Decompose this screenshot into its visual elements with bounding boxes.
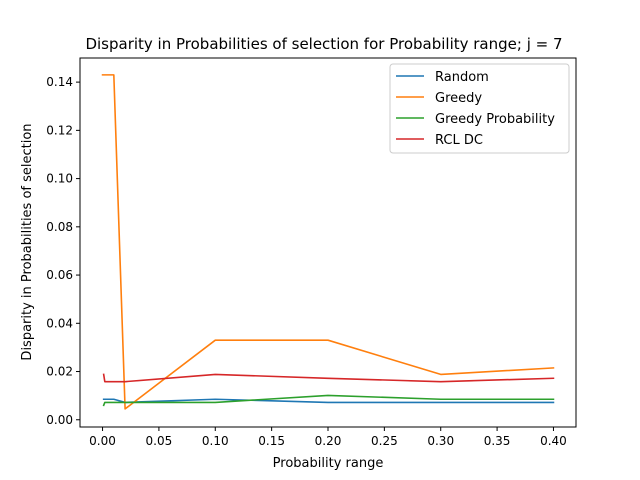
y-tick-label: 0.00 — [46, 413, 73, 427]
chart-title: Disparity in Probabilities of selection … — [85, 35, 562, 53]
series-line-random — [102, 398, 555, 404]
x-tick-label: 0.35 — [484, 434, 511, 448]
series-layer — [101, 74, 555, 410]
x-tick-label: 0.40 — [540, 434, 567, 448]
series-line-rcl-dc — [102, 373, 555, 383]
y-tick-label: 0.10 — [46, 172, 73, 186]
legend-label: Random — [435, 70, 489, 85]
x-tick-label: 0.15 — [258, 434, 285, 448]
y-tick-label: 0.12 — [46, 123, 73, 137]
x-tick-label: 0.00 — [89, 434, 116, 448]
y-tick-label: 0.08 — [46, 220, 73, 234]
legend: Random Greedy Greedy Probability RCL DC — [389, 63, 570, 154]
y-axis-ticks: 0.00 0.02 0.04 0.06 0.08 0.10 0.12 0.14 — [46, 75, 80, 427]
x-tick-label: 0.05 — [146, 434, 173, 448]
x-tick-label: 0.20 — [315, 434, 342, 448]
series-line-greedy-probability — [102, 394, 555, 407]
y-tick-label: 0.04 — [46, 316, 73, 330]
legend-label: Greedy Probability — [435, 112, 555, 127]
legend-label: Greedy — [435, 91, 482, 106]
x-tick-label: 0.10 — [202, 434, 229, 448]
x-axis-label: Probability range — [273, 456, 384, 471]
y-axis-label: Disparity in Probabilities of selection — [20, 123, 35, 360]
y-tick-label: 0.06 — [46, 268, 73, 282]
series-line-greedy — [101, 74, 555, 410]
x-axis-ticks: 0.00 0.05 0.10 0.15 0.20 0.25 0.30 0.35 0.40 — [89, 427, 567, 448]
x-tick-label: 0.25 — [371, 434, 398, 448]
legend-box — [389, 63, 570, 154]
x-tick-label: 0.30 — [427, 434, 454, 448]
y-tick-label: 0.02 — [46, 365, 73, 379]
y-tick-label: 0.14 — [46, 75, 73, 89]
legend-label: RCL DC — [435, 133, 483, 148]
